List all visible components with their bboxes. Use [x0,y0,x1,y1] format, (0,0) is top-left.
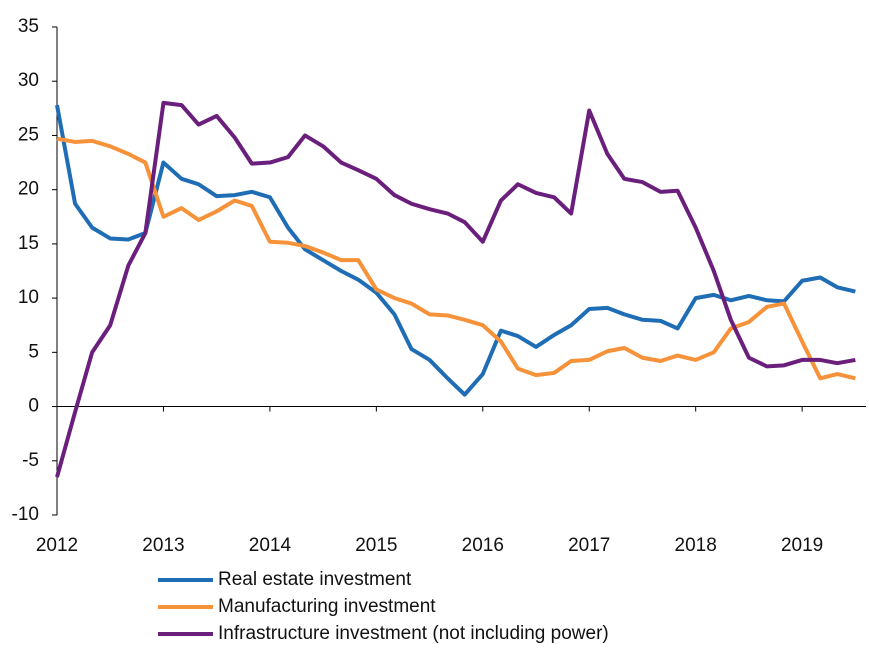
series-line [56,136,856,381]
y-tick-label: 20 [18,179,39,200]
series-line [55,100,856,478]
x-tick-label: 2013 [142,535,184,556]
y-tick-label: -10 [12,504,39,525]
x-tick-label: 2015 [355,535,397,556]
y-tick-label: -5 [22,450,39,471]
series-line [55,104,856,397]
y-tick-label: 0 [28,396,39,417]
y-tick-label: 5 [28,341,39,362]
legend-label: Infrastructure investment (not including… [218,623,609,644]
x-tick-label: 2016 [462,535,504,556]
y-tick-label: 25 [18,124,39,145]
y-tick-label: 35 [18,16,39,37]
y-tick-label: 10 [18,287,39,308]
x-tick-label: 2014 [249,535,292,556]
x-tick-label: 2012 [36,535,78,556]
x-tick-label: 2017 [568,535,610,556]
legend-label: Manufacturing investment [218,596,436,617]
y-tick-label: 30 [18,70,39,91]
x-tick-label: 2018 [675,535,717,556]
legend-label: Real estate investment [218,569,412,590]
y-tick-label: 15 [18,233,39,254]
x-tick-label: 2019 [781,535,823,556]
